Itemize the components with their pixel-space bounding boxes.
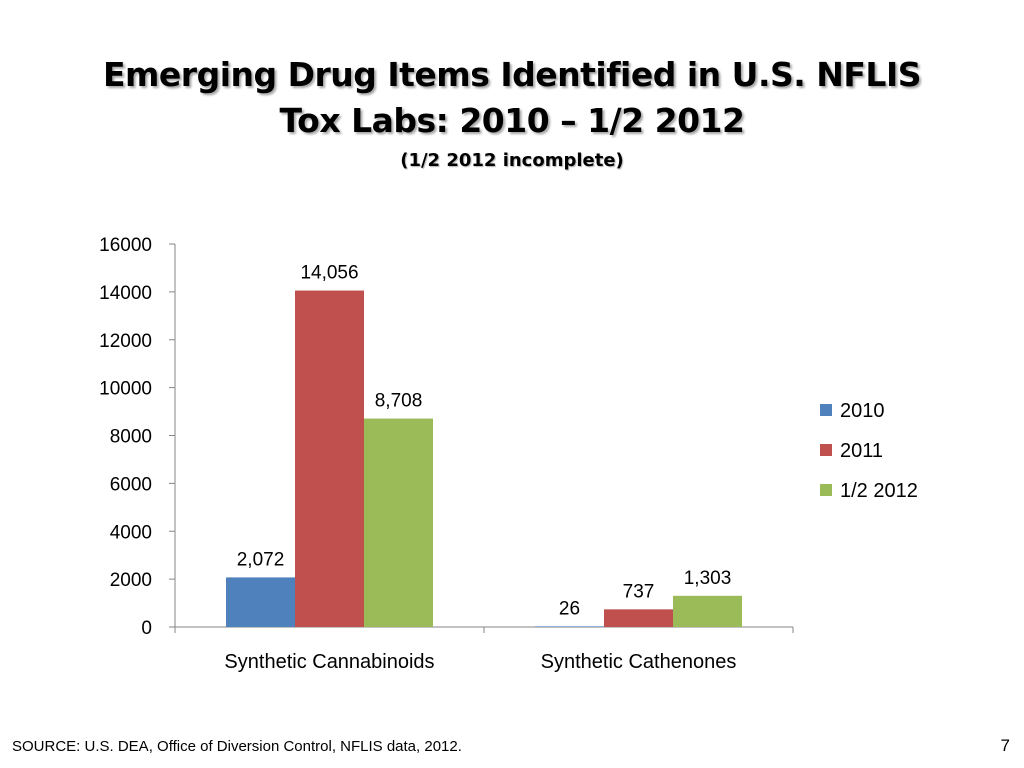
legend-swatch	[820, 444, 832, 456]
data-label: 737	[623, 581, 655, 602]
y-tick-label: 10000	[99, 379, 152, 400]
y-tick-label: 6000	[110, 474, 152, 495]
legend-label: 1/2 2012	[840, 480, 918, 502]
x-tick-label: Synthetic Cannabinoids	[224, 651, 434, 673]
y-tick-label: 0	[141, 618, 152, 639]
y-tick-label: 12000	[99, 331, 152, 352]
slide-subtitle: (1/2 2012 incomplete)	[400, 150, 624, 171]
bar	[535, 626, 604, 627]
slide-title-line2: Tox Labs: 2010 – 1/2 2012	[279, 101, 745, 140]
data-label: 1,303	[684, 568, 732, 589]
legend-label: 2010	[840, 400, 885, 422]
bar	[673, 595, 742, 627]
y-tick-label: 14000	[99, 283, 152, 304]
bar	[295, 290, 364, 627]
data-label: 8,708	[375, 391, 423, 412]
slide-title-block: Emerging Drug Items Identified in U.S. N…	[0, 52, 1024, 174]
legend-label: 2011	[840, 440, 883, 462]
source-note: SOURCE: U.S. DEA, Office of Diversion Co…	[12, 738, 462, 755]
data-label: 2,072	[237, 549, 285, 570]
bar	[226, 577, 295, 627]
legend-swatch	[820, 404, 832, 416]
legend-swatch	[820, 484, 832, 496]
page-number: 7	[1000, 736, 1010, 755]
y-tick-label: 16000	[99, 235, 152, 256]
x-tick-label: Synthetic Cathenones	[541, 651, 737, 673]
bar	[364, 418, 433, 627]
bar	[604, 609, 673, 627]
y-tick-label: 2000	[110, 570, 152, 591]
data-label: 14,056	[300, 263, 358, 284]
y-tick-label: 4000	[110, 522, 152, 543]
data-label: 26	[559, 598, 580, 619]
slide-title-line1: Emerging Drug Items Identified in U.S. N…	[102, 55, 922, 94]
y-tick-label: 8000	[110, 427, 152, 448]
